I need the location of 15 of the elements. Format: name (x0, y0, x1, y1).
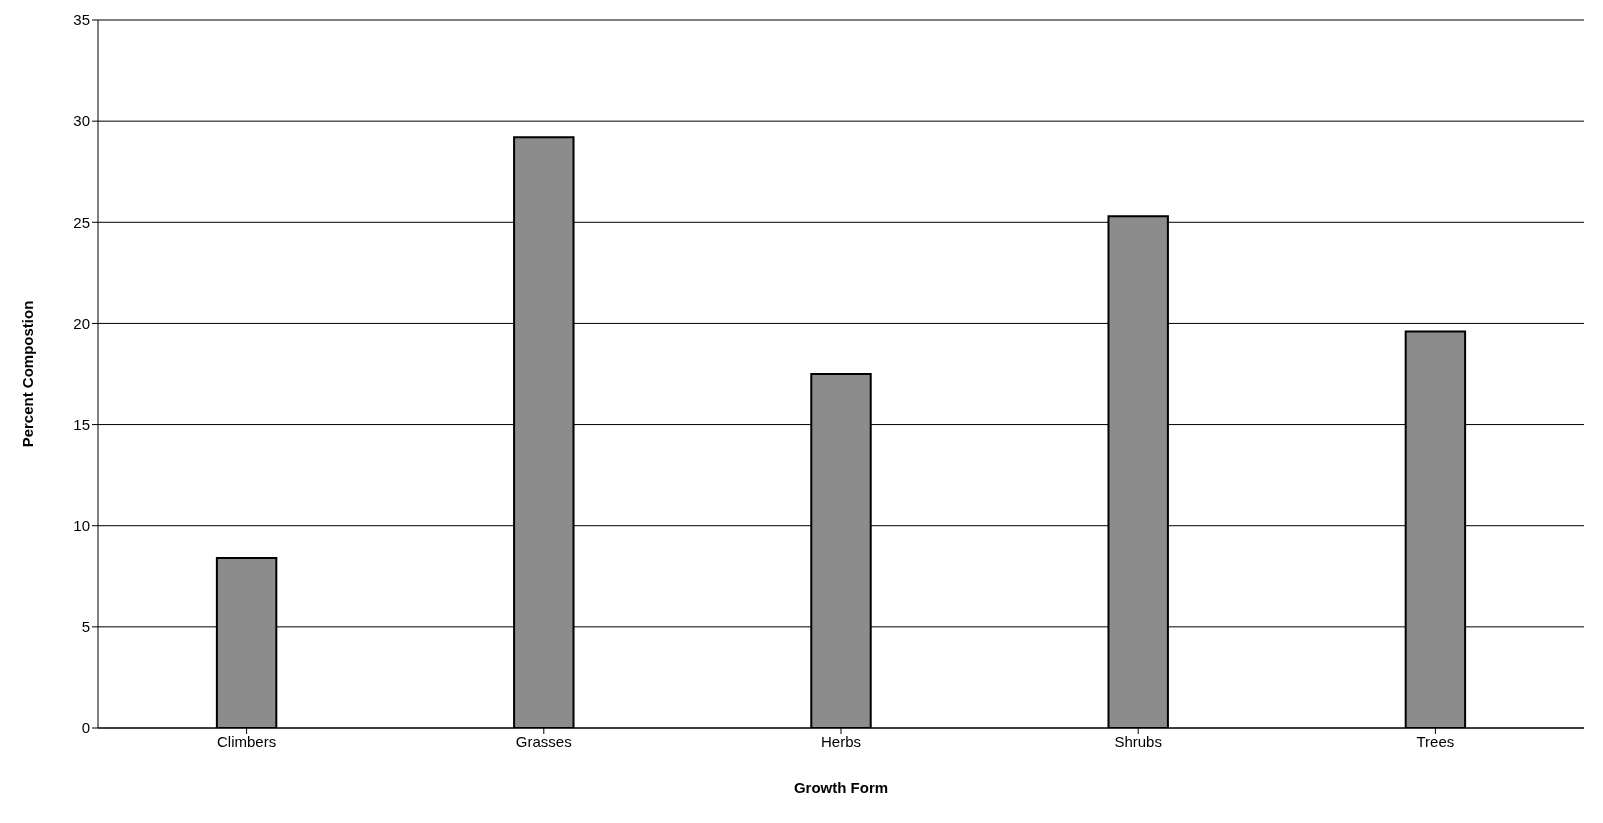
x-tick-label: Herbs (820, 732, 862, 750)
x-axis-title: Growth Form (793, 779, 889, 796)
y-tick-label: 0 (81, 719, 90, 737)
y-tick-label: 20 (73, 314, 90, 332)
x-tick-label: Shrubs (1114, 732, 1162, 750)
x-tick-label: Grasses (515, 732, 572, 750)
y-tick-label: 5 (81, 618, 90, 636)
x-tick-label: Trees (1416, 732, 1455, 750)
y-tick-label: 35 (73, 11, 90, 29)
y-tick-label: 25 (73, 213, 90, 231)
y-axis-title: Percent Compostion (19, 300, 37, 448)
y-tick-label: 15 (73, 415, 90, 433)
x-tick-label: Climbers (217, 732, 277, 750)
y-tick-label: 10 (73, 517, 90, 535)
y-tick-label: 30 (73, 112, 90, 130)
